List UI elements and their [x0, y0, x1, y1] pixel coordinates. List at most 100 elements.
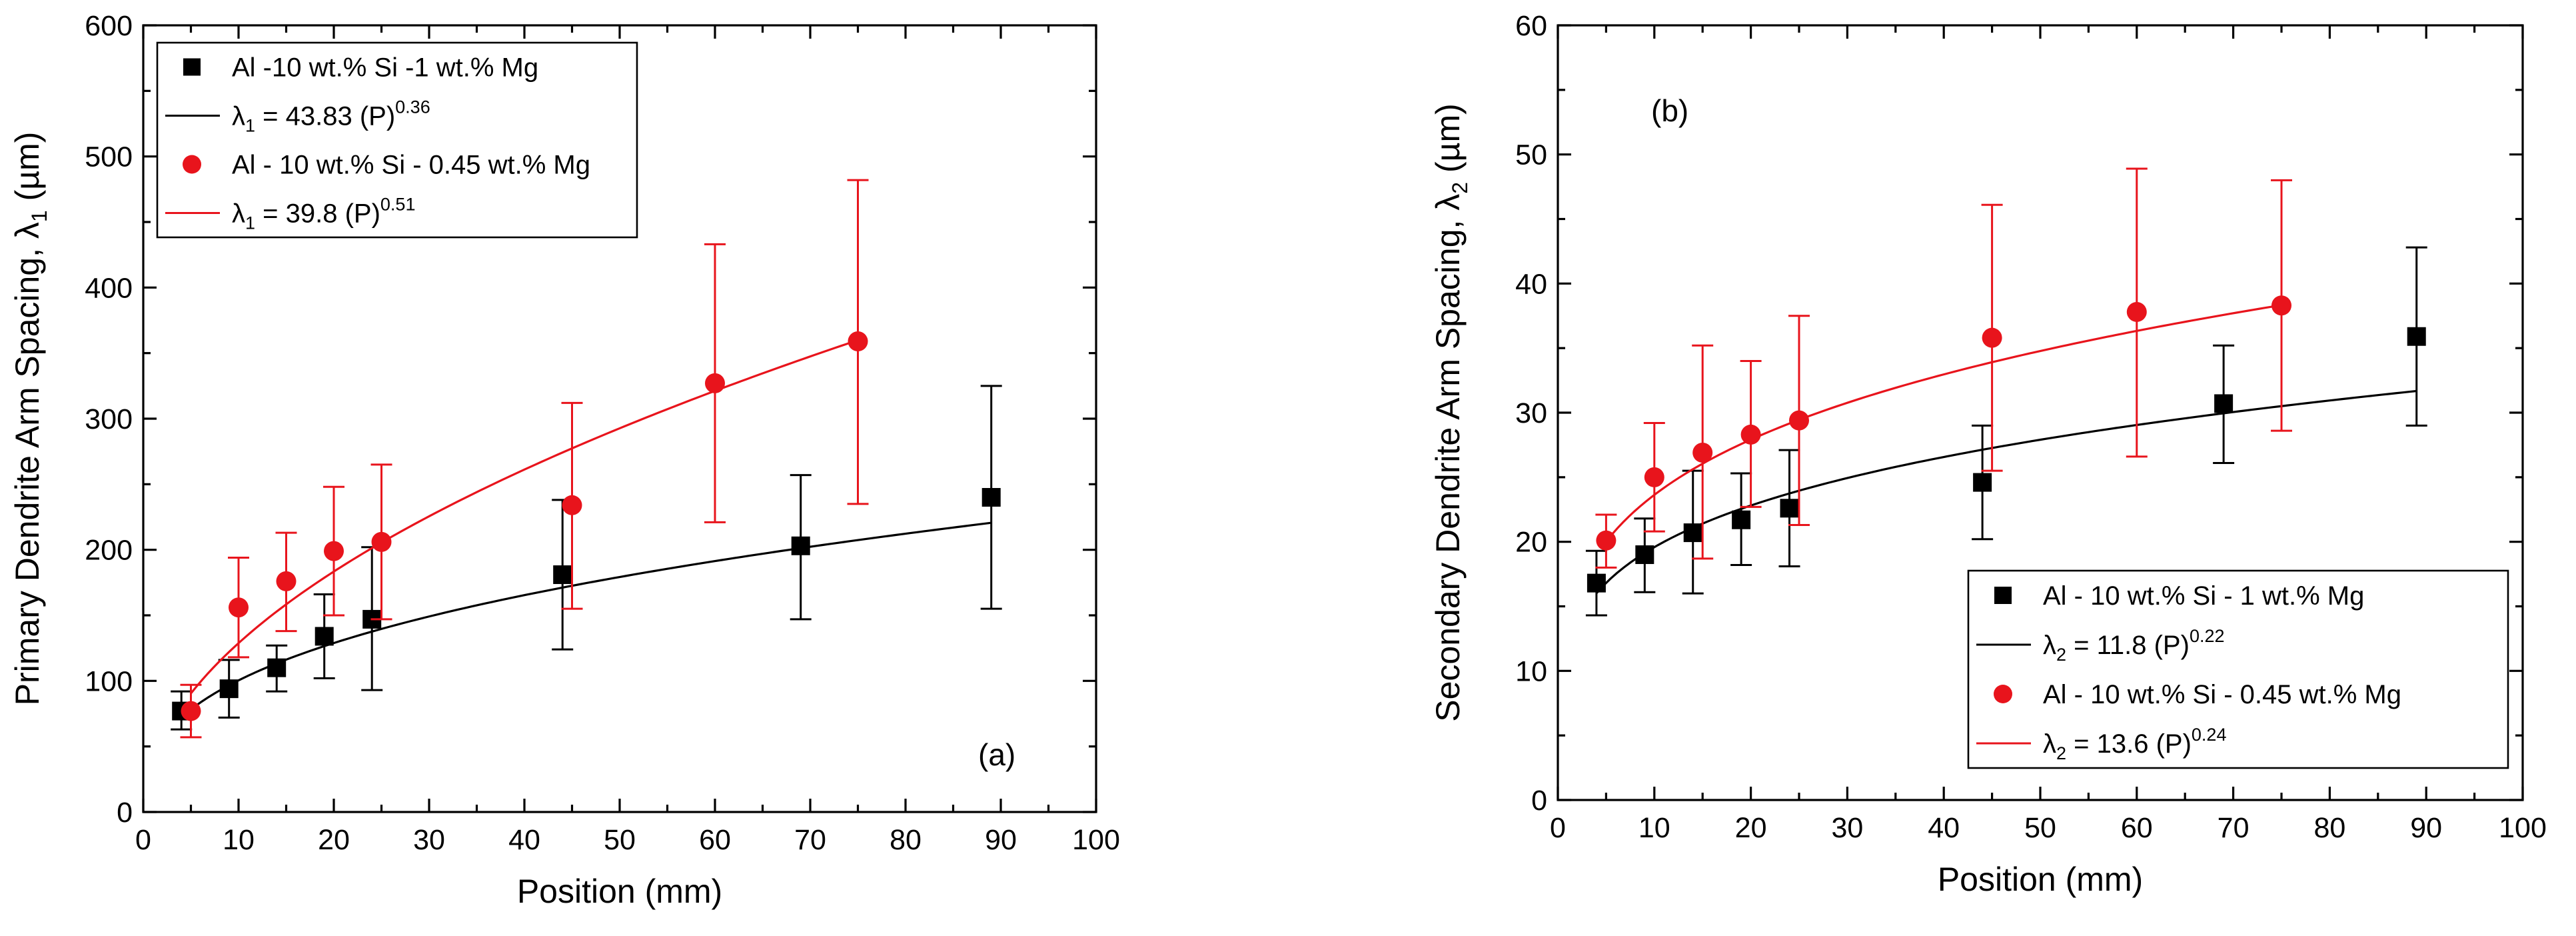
x-tick-label: 60: [699, 824, 731, 856]
data-point-circle: [1789, 410, 1809, 431]
data-point-square: [1732, 510, 1751, 529]
legend-fit-label: λ2 = 13.6 (P)0.24: [2043, 725, 2226, 763]
fit-label-lambda: λ: [2043, 729, 2056, 759]
data-point-circle: [181, 701, 201, 721]
panel-label: (b): [1651, 93, 1688, 128]
y-tick-label: 0: [117, 797, 133, 829]
data-point-square: [219, 679, 239, 699]
data-point-square: [315, 627, 334, 646]
legend-marker-circle: [1994, 685, 2012, 703]
data-point-circle: [1596, 530, 1616, 551]
x-tick-label: 0: [135, 824, 151, 856]
fit-label-subscript: 1: [245, 116, 255, 136]
data-point-square: [1780, 499, 1799, 518]
x-tick-label: 60: [2121, 812, 2153, 844]
y-tick-label: 300: [85, 403, 133, 435]
legend-marker-square: [183, 58, 201, 76]
data-point-square: [981, 488, 1001, 507]
x-tick-label: 70: [2218, 812, 2250, 844]
legend-series-label: Al -10 wt.% Si -1 wt.% Mg: [232, 53, 538, 83]
fit-label-subscript: 2: [2056, 645, 2066, 665]
data-point-square: [1683, 523, 1702, 543]
fit-curve: [1605, 304, 2282, 543]
x-tick-label: 50: [604, 824, 636, 856]
y-axis-label: Secondary Dendrite Arm Spacing, λ2 (µm): [1429, 103, 1472, 722]
data-point-circle: [1982, 327, 2002, 348]
legend-fit-label: λ1 = 43.83 (P)0.36: [232, 97, 430, 136]
x-tick-label: 90: [2410, 812, 2442, 844]
data-point-square: [2214, 394, 2234, 413]
data-point-circle: [276, 571, 297, 591]
x-tick-label: 100: [1072, 824, 1120, 856]
data-point-circle: [1740, 424, 1761, 445]
y-axis-label-subscript: 1: [27, 210, 51, 222]
fit-label-lambda: λ: [2043, 631, 2056, 660]
legend-fit-label: λ2 = 11.8 (P)0.22: [2043, 626, 2225, 665]
y-tick-label: 400: [85, 272, 133, 304]
data-point-circle: [705, 373, 725, 393]
data-point-square: [1973, 473, 1992, 492]
fit-label-subscript: 2: [2056, 743, 2066, 763]
data-point-circle: [2271, 295, 2291, 316]
series-red-circles: [1595, 167, 2292, 569]
data-point-square: [1587, 573, 1606, 593]
series-black-squares: [171, 385, 1002, 731]
fit-label-equation: = 11.8 (P): [2066, 631, 2190, 660]
fit-label-equation: = 13.6 (P): [2066, 729, 2192, 759]
fit-curve: [181, 521, 991, 719]
x-tick-label: 80: [2313, 812, 2345, 844]
data-point-square: [553, 565, 572, 585]
x-tick-label: 10: [223, 824, 255, 856]
y-axis-label-unit: (µm): [9, 132, 46, 211]
x-tick-label: 80: [890, 824, 922, 856]
x-tick-label: 20: [1735, 812, 1767, 844]
fit-curve: [190, 339, 859, 695]
y-tick-label: 0: [1531, 785, 1547, 817]
y-tick-label: 600: [85, 10, 133, 42]
data-point-circle: [562, 495, 582, 515]
x-tick-label: 40: [1928, 812, 1960, 844]
y-tick-label: 30: [1515, 397, 1547, 429]
y-tick-label: 100: [85, 665, 133, 697]
fit-label-lambda: λ: [232, 199, 245, 229]
x-tick-label: 30: [1831, 812, 1863, 844]
fit-label-exponent: 0.36: [395, 97, 430, 117]
data-point-circle: [1692, 443, 1713, 463]
panel-label: (a): [978, 737, 1015, 772]
data-point-circle: [2126, 301, 2147, 322]
x-tick-label: 30: [413, 824, 445, 856]
x-tick-label: 40: [508, 824, 540, 856]
legend: Al -10 wt.% Si -1 wt.% Mg λ1 = 43.83 (P)0…: [156, 41, 638, 239]
fit-label-exponent: 0.24: [2192, 725, 2227, 745]
legend-marker-square: [1994, 587, 2012, 604]
y-axis-label-unit: (µm): [1429, 103, 1467, 182]
y-tick-label: 40: [1515, 268, 1547, 300]
data-point-square: [2407, 327, 2426, 346]
data-point-circle: [324, 541, 344, 561]
fit-label-lambda: λ: [232, 102, 245, 131]
legend-series-label: Al - 10 wt.% Si - 0.45 wt.% Mg: [232, 151, 590, 180]
y-axis-label-text: Primary Dendrite Arm Spacing, λ: [9, 222, 46, 705]
x-tick-label: 70: [794, 824, 826, 856]
legend-box: [1967, 569, 2509, 769]
data-point-square: [1635, 545, 1654, 565]
y-tick-label: 200: [85, 535, 133, 567]
data-point-square: [791, 536, 810, 555]
series-black-squares: [1585, 246, 2427, 617]
chart-panel-b: 0 10 20 30 40 50 60 70 80 90 100 0 10 20 30 40 50 60 Posit…: [1429, 10, 2547, 898]
legend-fit-label: λ1 = 39.8 (P)0.51: [232, 195, 415, 233]
y-tick-label: 50: [1515, 139, 1547, 171]
y-tick-label: 10: [1515, 655, 1547, 687]
legend-marker-circle: [183, 155, 201, 174]
y-axis-label: Primary Dendrite Arm Spacing, λ1 (µm): [9, 132, 51, 706]
data-point-circle: [848, 331, 868, 351]
y-axis-label-text: Secondary Dendrite Arm Spacing, λ: [1429, 194, 1467, 722]
x-tick-label: 90: [985, 824, 1017, 856]
fit-label-exponent: 0.51: [380, 195, 416, 215]
y-tick-label: 500: [85, 141, 133, 173]
chart-panel-a: 0 10 20 30 40 50 60 70 80 90 100 0 100 200 300 400 500 60…: [9, 10, 1120, 910]
data-point-square: [267, 658, 287, 677]
series-red-circles: [180, 179, 869, 739]
